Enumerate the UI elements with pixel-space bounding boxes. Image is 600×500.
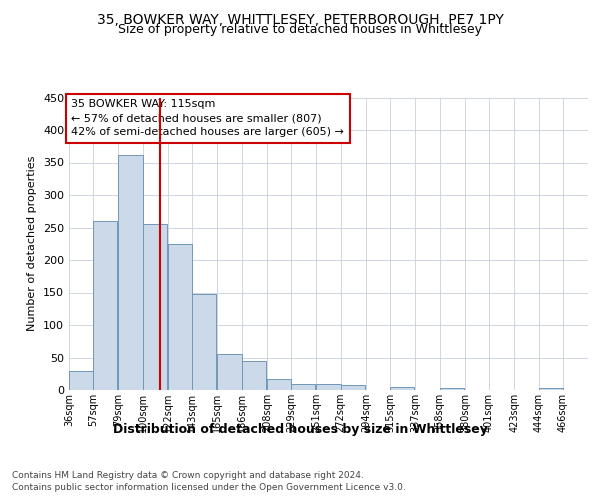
Text: Contains public sector information licensed under the Open Government Licence v3: Contains public sector information licen… (12, 484, 406, 492)
Bar (69, 370, 93, 390)
Bar (93, 221, 118, 390)
Bar (217, 354, 242, 390)
Bar (242, 362, 266, 390)
Bar (440, 388, 464, 390)
Text: Contains HM Land Registry data © Crown copyright and database right 2024.: Contains HM Land Registry data © Crown c… (12, 471, 364, 480)
Text: 35 BOWKER WAY: 115sqm
← 57% of detached houses are smaller (807)
42% of semi-det: 35 BOWKER WAY: 115sqm ← 57% of detached … (71, 100, 344, 138)
Bar (143, 224, 167, 390)
Bar (267, 379, 291, 390)
Text: Size of property relative to detached houses in Whittlesey: Size of property relative to detached ho… (118, 22, 482, 36)
Y-axis label: Number of detached properties: Number of detached properties (28, 156, 37, 332)
Bar (291, 384, 315, 390)
Bar (118, 154, 143, 390)
Bar (316, 384, 341, 390)
Bar (341, 386, 365, 390)
Bar (168, 244, 192, 390)
Text: 35, BOWKER WAY, WHITTLESEY, PETERBOROUGH, PE7 1PY: 35, BOWKER WAY, WHITTLESEY, PETERBOROUGH… (97, 12, 503, 26)
Bar (390, 387, 414, 390)
Bar (192, 294, 216, 390)
Bar (539, 388, 563, 390)
Text: Distribution of detached houses by size in Whittlesey: Distribution of detached houses by size … (113, 422, 487, 436)
